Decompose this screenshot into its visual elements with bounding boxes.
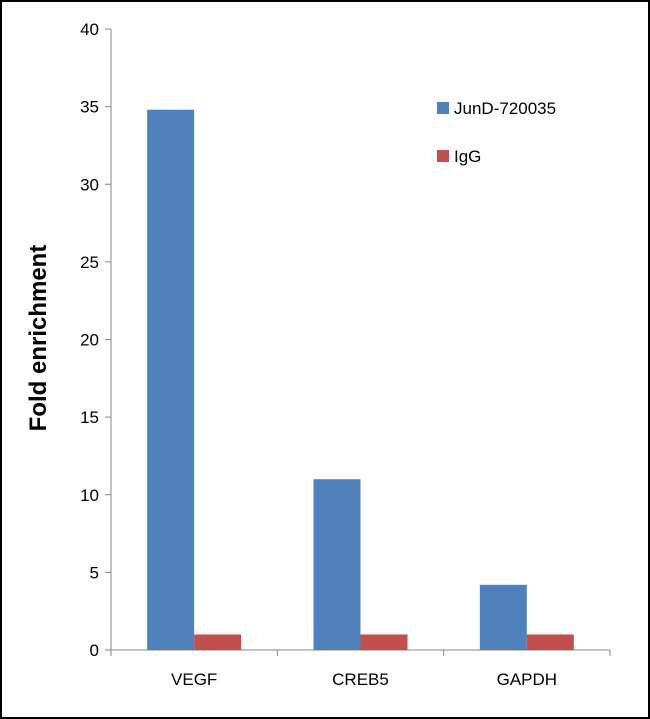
legend: JunD-720035 IgG	[437, 99, 556, 166]
bars	[147, 109, 574, 651]
legend-swatch	[437, 102, 449, 114]
bar-igg-vegf	[194, 634, 242, 650]
legend-label: JunD-720035	[454, 99, 556, 118]
x-tick-label: VEGF	[171, 670, 217, 689]
y-tick-label: 40	[80, 20, 99, 39]
y-tick-label: 20	[80, 331, 99, 350]
y-tick-label: 10	[80, 486, 99, 505]
y-tick-label: 25	[80, 253, 99, 272]
y-tick-label: 15	[80, 408, 99, 427]
bar-igg-creb5	[360, 634, 408, 650]
y-tick-label: 35	[80, 98, 99, 117]
y-axis-label: Fold enrichment	[25, 245, 52, 432]
y-tick-label: 5	[90, 563, 99, 582]
x-tick-label: GAPDH	[497, 670, 557, 689]
y-tick-label: 0	[90, 641, 99, 660]
bar-jund-720035-gapdh	[479, 584, 527, 650]
y-tick-label: 30	[80, 175, 99, 194]
bar-igg-gapdh	[526, 634, 574, 650]
legend-label: IgG	[454, 147, 481, 166]
x-tick-label: CREB5	[332, 670, 389, 689]
bar-jund-720035-vegf	[147, 109, 195, 651]
legend-swatch	[437, 150, 449, 162]
bar-jund-720035-creb5	[313, 479, 361, 650]
